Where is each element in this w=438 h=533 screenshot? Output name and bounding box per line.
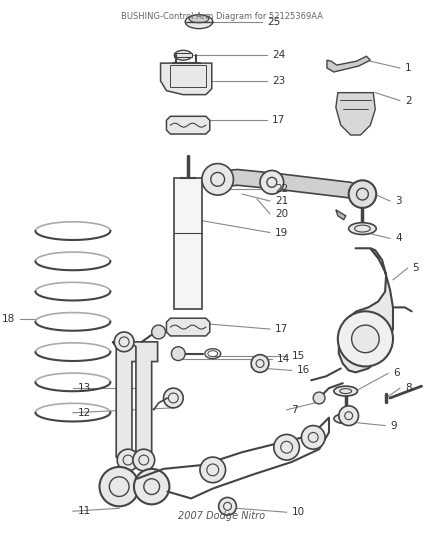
Circle shape bbox=[133, 449, 155, 471]
Text: 22: 22 bbox=[275, 184, 288, 194]
Circle shape bbox=[152, 325, 166, 339]
Circle shape bbox=[202, 164, 233, 195]
Text: 13: 13 bbox=[78, 383, 91, 393]
Circle shape bbox=[251, 354, 269, 373]
Text: 4: 4 bbox=[395, 233, 402, 244]
Text: 2: 2 bbox=[405, 95, 411, 106]
Ellipse shape bbox=[334, 414, 357, 424]
Circle shape bbox=[114, 332, 134, 352]
Polygon shape bbox=[336, 93, 375, 135]
Ellipse shape bbox=[185, 15, 213, 29]
Polygon shape bbox=[166, 116, 210, 134]
Text: 14: 14 bbox=[277, 353, 290, 364]
Text: 10: 10 bbox=[292, 507, 305, 517]
Text: 18: 18 bbox=[2, 314, 15, 324]
Text: BUSHING-Control Arm Diagram for 52125369AA: BUSHING-Control Arm Diagram for 52125369… bbox=[120, 12, 323, 21]
Text: 17: 17 bbox=[275, 324, 288, 334]
Polygon shape bbox=[174, 179, 202, 309]
Text: 21: 21 bbox=[275, 196, 288, 206]
Text: 24: 24 bbox=[272, 50, 285, 60]
Polygon shape bbox=[166, 318, 210, 336]
Text: 2007 Dodge Nitro: 2007 Dodge Nitro bbox=[178, 511, 265, 521]
Polygon shape bbox=[327, 56, 371, 72]
Polygon shape bbox=[130, 342, 158, 463]
Bar bbox=[174, 53, 192, 57]
Text: 16: 16 bbox=[297, 366, 310, 375]
Ellipse shape bbox=[334, 386, 357, 396]
Circle shape bbox=[339, 406, 359, 425]
Ellipse shape bbox=[189, 15, 209, 23]
Circle shape bbox=[352, 325, 379, 353]
Polygon shape bbox=[339, 248, 393, 373]
Circle shape bbox=[134, 469, 170, 504]
Circle shape bbox=[274, 434, 300, 460]
Text: 5: 5 bbox=[413, 263, 419, 273]
Circle shape bbox=[163, 388, 183, 408]
Text: 8: 8 bbox=[405, 383, 411, 393]
Text: 1: 1 bbox=[405, 63, 411, 73]
Circle shape bbox=[260, 171, 284, 194]
Polygon shape bbox=[336, 210, 346, 220]
Text: 7: 7 bbox=[292, 405, 298, 415]
Polygon shape bbox=[218, 169, 360, 202]
Ellipse shape bbox=[174, 50, 192, 60]
Text: 25: 25 bbox=[267, 17, 280, 27]
Circle shape bbox=[338, 311, 393, 367]
Text: 11: 11 bbox=[78, 506, 91, 516]
Circle shape bbox=[171, 347, 185, 360]
Circle shape bbox=[117, 449, 139, 471]
Circle shape bbox=[219, 497, 237, 515]
Bar bbox=[170, 65, 206, 87]
Polygon shape bbox=[161, 63, 212, 95]
Circle shape bbox=[313, 392, 325, 404]
Text: 20: 20 bbox=[275, 209, 288, 219]
Circle shape bbox=[301, 425, 325, 449]
Circle shape bbox=[349, 180, 376, 208]
Text: 23: 23 bbox=[272, 76, 285, 86]
Ellipse shape bbox=[349, 223, 376, 235]
Text: 17: 17 bbox=[272, 115, 285, 125]
Text: 15: 15 bbox=[292, 351, 305, 361]
Text: 9: 9 bbox=[390, 421, 397, 431]
Text: 6: 6 bbox=[393, 368, 399, 378]
Text: 3: 3 bbox=[395, 196, 402, 206]
Circle shape bbox=[99, 467, 139, 506]
Polygon shape bbox=[112, 342, 140, 463]
Text: 12: 12 bbox=[78, 408, 91, 418]
Circle shape bbox=[200, 457, 226, 483]
Text: 19: 19 bbox=[275, 228, 288, 238]
